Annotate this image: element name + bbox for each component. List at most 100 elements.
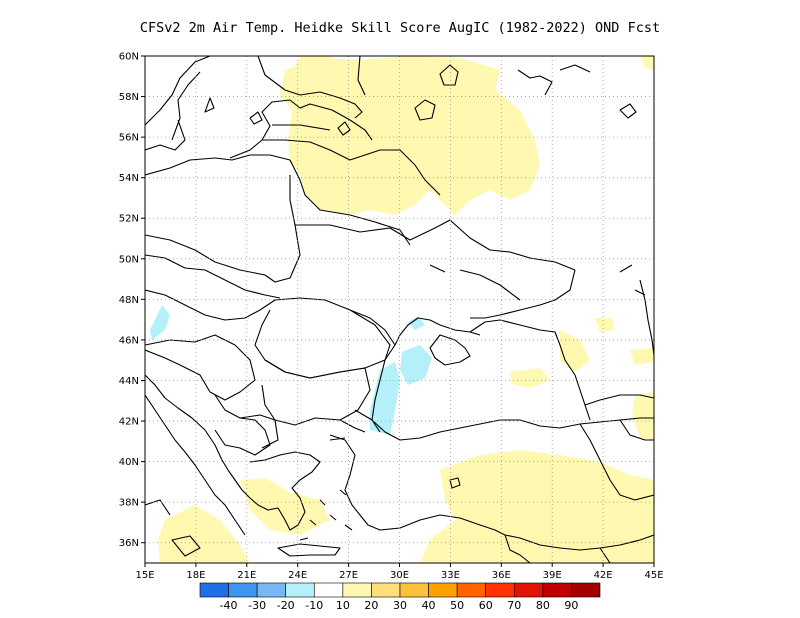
lat-tick-label: 56N (119, 133, 139, 144)
coastline-azov (469, 319, 561, 346)
positive-skill-area-greece (240, 478, 330, 535)
border-croatia-serbia (145, 334, 256, 401)
lon-tick-label: 18E (186, 570, 205, 581)
lon-tick-label: 39E (543, 570, 562, 581)
coastline-caspian (639, 279, 654, 356)
border-kazakhstan (619, 264, 646, 296)
lat-tick-label: 52N (119, 214, 139, 225)
colorbar-label: -40 (220, 599, 238, 612)
border-north-macedonia (239, 414, 279, 449)
coastline-turkey-west-south (329, 434, 521, 556)
lat-tick-label: 42N (119, 417, 139, 428)
border-ukraine-north (295, 219, 576, 271)
border-baltics (262, 124, 351, 161)
negative-skill-area-black-sea-central (400, 345, 432, 385)
coastline-poland-germany (145, 154, 291, 176)
lon-tick-label: 24E (288, 570, 307, 581)
skill-shading (150, 56, 654, 563)
lon-tick-label: 21E (237, 570, 256, 581)
lat-tick-label: 40N (119, 457, 139, 468)
lon-tick-label: 15E (135, 570, 154, 581)
lon-tick-label: 27E (339, 570, 358, 581)
border-belarus-russia (289, 149, 441, 246)
border-turkey-east (504, 423, 654, 551)
positive-skill-area-caucasus (560, 330, 590, 372)
colorbar-label: -20 (277, 599, 295, 612)
colorbar-swatch (542, 582, 572, 598)
colorbar-swatch (456, 582, 487, 598)
positive-skill-area-anatolia (420, 450, 654, 563)
colorbar-label: 40 (422, 599, 436, 612)
lon-tick-label: 36E (492, 570, 511, 581)
river-don (429, 264, 521, 301)
lake-peipus (337, 121, 351, 136)
border-poland (145, 175, 301, 283)
lat-tick-label: 36N (119, 538, 139, 549)
colorbar-label: -30 (248, 599, 266, 612)
border-hungary-austria (145, 289, 276, 321)
colorbar-label: 60 (479, 599, 493, 612)
colorbar-swatch (342, 582, 372, 598)
positive-skill-area-caucasus-east (632, 392, 654, 440)
colorbar-label: 50 (450, 599, 464, 612)
colorbar-label: -10 (305, 599, 323, 612)
negative-skill-area-azov (408, 316, 425, 330)
colorbar-swatch (513, 582, 544, 598)
positive-skill-area-caspian-edge (630, 348, 654, 365)
coastlines-and-borders (145, 56, 654, 563)
colorbar-label: 90 (564, 599, 578, 612)
coastline-italy (145, 394, 246, 536)
island-crete (277, 543, 341, 557)
colorbar-swatch (256, 582, 287, 598)
island-saaremaa (249, 111, 263, 125)
white-sea-coast (517, 64, 591, 96)
border-syria (519, 547, 611, 563)
lake-onega (439, 64, 459, 86)
coastline-turkey-north (354, 409, 654, 441)
coastline-sweden (145, 56, 211, 151)
border-bulgaria (261, 359, 371, 426)
coastline-black-sea-west-lower (371, 359, 386, 433)
lat-tick-label: 50N (119, 254, 139, 265)
border-balkans-west (214, 394, 271, 456)
colorbar-swatch (313, 582, 344, 598)
colorbar-label: 20 (364, 599, 378, 612)
colorbar-swatch (228, 582, 258, 598)
coastline-greece (227, 451, 321, 531)
lat-tick-label: 46N (119, 335, 139, 346)
lon-tick-label: 42E (594, 570, 613, 581)
positive-skill-area-black-sea-south (510, 368, 550, 388)
border-czech-slovakia (145, 254, 281, 299)
colorbar-label: 30 (393, 599, 407, 612)
lat-tick-label: 38N (119, 498, 139, 509)
colorbar-swatch (285, 582, 315, 598)
coastline-adriatic (145, 374, 229, 471)
island-sicily (171, 535, 201, 557)
lat-tick-label: 58N (119, 92, 139, 103)
colorbar-swatch (199, 582, 229, 598)
positive-skill-area-don (595, 318, 615, 332)
colorbar-swatch (428, 582, 458, 598)
lat-tick-label: 44N (119, 376, 139, 387)
negative-skill-area-adriatic-north (150, 305, 170, 340)
positive-skill-area-baltic-russia (280, 56, 540, 215)
lake-tuz (449, 477, 461, 489)
coastline-bosphorus (329, 419, 366, 441)
colorbar-swatch (371, 582, 401, 598)
colorbar-swatch (485, 582, 515, 598)
border-ukraine-south-east (470, 269, 576, 319)
border-caucasus (584, 394, 654, 441)
axis-ticks: 15E 18E 21E 24E 27E 30E 33E 36E 39E 42E 45E 60N 58N 5… (119, 52, 664, 582)
lat-tick-label: 54N (119, 173, 139, 184)
coastline-crimea (429, 334, 471, 366)
lon-tick-label: 33E (441, 570, 460, 581)
colorbar-swatch (571, 582, 601, 598)
colorbar-label: 10 (336, 599, 350, 612)
border-moldova (349, 309, 396, 346)
lake-ladoga (414, 99, 436, 121)
chart-title: CFSv2 2m Air Temp. Heidke Skill Score Au… (139, 20, 661, 36)
positive-skill-area-finland (290, 56, 340, 90)
coastline-black-sea-east (559, 344, 591, 421)
lat-tick-label: 48N (119, 295, 139, 306)
